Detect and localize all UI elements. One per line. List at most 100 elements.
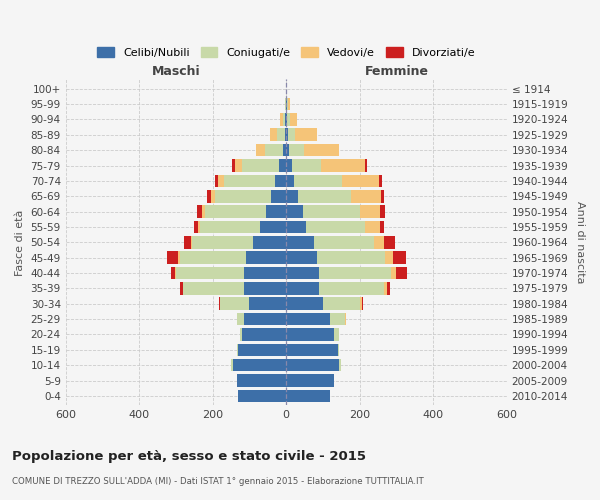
Text: Popolazione per età, sesso e stato civile - 2015: Popolazione per età, sesso e stato civil…: [12, 450, 366, 463]
Bar: [286, 144, 339, 156]
Bar: [286, 266, 319, 280]
Bar: [286, 144, 339, 156]
Bar: [236, 313, 286, 326]
Bar: [286, 282, 387, 294]
Bar: [286, 252, 393, 264]
Bar: [236, 313, 286, 326]
Bar: [286, 328, 340, 341]
Bar: [286, 344, 340, 356]
Bar: [176, 266, 286, 280]
Bar: [286, 159, 367, 172]
Bar: [238, 390, 286, 402]
Bar: [285, 98, 286, 110]
Bar: [167, 252, 286, 264]
Bar: [286, 236, 314, 248]
Bar: [286, 359, 340, 372]
Bar: [286, 220, 385, 234]
Bar: [211, 190, 286, 202]
Bar: [286, 144, 289, 156]
Bar: [175, 266, 286, 280]
Bar: [244, 266, 286, 280]
Bar: [250, 298, 286, 310]
Text: Maschi: Maschi: [152, 65, 200, 78]
Bar: [286, 190, 298, 202]
Bar: [265, 144, 286, 156]
Bar: [271, 190, 286, 202]
Bar: [286, 313, 331, 326]
Bar: [246, 252, 286, 264]
Bar: [286, 98, 287, 110]
Bar: [236, 344, 286, 356]
Bar: [286, 344, 340, 356]
Bar: [266, 206, 286, 218]
Bar: [286, 266, 407, 280]
Bar: [236, 374, 286, 387]
Bar: [205, 206, 286, 218]
Bar: [286, 298, 323, 310]
Bar: [193, 236, 286, 248]
Bar: [286, 98, 290, 110]
Bar: [244, 282, 286, 294]
Y-axis label: Fasce di età: Fasce di età: [15, 209, 25, 276]
Bar: [179, 282, 286, 294]
Bar: [286, 174, 382, 187]
Bar: [286, 298, 362, 310]
Bar: [277, 128, 286, 141]
Bar: [270, 128, 286, 141]
Text: Femmine: Femmine: [364, 65, 428, 78]
Bar: [178, 252, 286, 264]
Bar: [286, 128, 317, 141]
Bar: [286, 344, 340, 356]
Bar: [286, 359, 341, 372]
Bar: [286, 374, 334, 387]
Bar: [236, 374, 286, 387]
Bar: [286, 282, 383, 294]
Bar: [286, 359, 341, 372]
Bar: [285, 128, 286, 141]
Bar: [235, 159, 286, 172]
Bar: [244, 313, 286, 326]
Bar: [286, 252, 385, 264]
Bar: [286, 174, 294, 187]
Bar: [179, 252, 286, 264]
Bar: [286, 159, 321, 172]
Bar: [236, 374, 286, 387]
Bar: [286, 113, 287, 126]
Bar: [233, 359, 286, 372]
Bar: [238, 390, 286, 402]
Bar: [286, 190, 351, 202]
Bar: [236, 313, 286, 326]
Bar: [215, 190, 286, 202]
Bar: [280, 113, 286, 126]
Bar: [286, 328, 334, 341]
Bar: [286, 113, 297, 126]
Bar: [202, 206, 286, 218]
Bar: [286, 313, 345, 326]
Bar: [286, 174, 379, 187]
Bar: [286, 128, 295, 141]
Bar: [286, 252, 317, 264]
Bar: [286, 159, 292, 172]
Bar: [286, 190, 385, 202]
Bar: [220, 298, 286, 310]
Bar: [182, 282, 286, 294]
Bar: [231, 359, 286, 372]
Bar: [238, 390, 286, 402]
Bar: [236, 344, 286, 356]
Bar: [286, 266, 391, 280]
Bar: [231, 359, 286, 372]
Bar: [286, 98, 287, 110]
Legend: Celibi/Nubili, Coniugati/e, Vedovi/e, Divorziati/e: Celibi/Nubili, Coniugati/e, Vedovi/e, Di…: [93, 42, 479, 62]
Bar: [253, 236, 286, 248]
Bar: [286, 113, 290, 126]
Bar: [286, 390, 331, 402]
Bar: [279, 159, 286, 172]
Bar: [286, 220, 365, 234]
Bar: [283, 113, 286, 126]
Bar: [286, 390, 331, 402]
Bar: [256, 144, 286, 156]
Bar: [286, 128, 317, 141]
Bar: [286, 390, 331, 402]
Bar: [171, 266, 286, 280]
Bar: [286, 174, 342, 187]
